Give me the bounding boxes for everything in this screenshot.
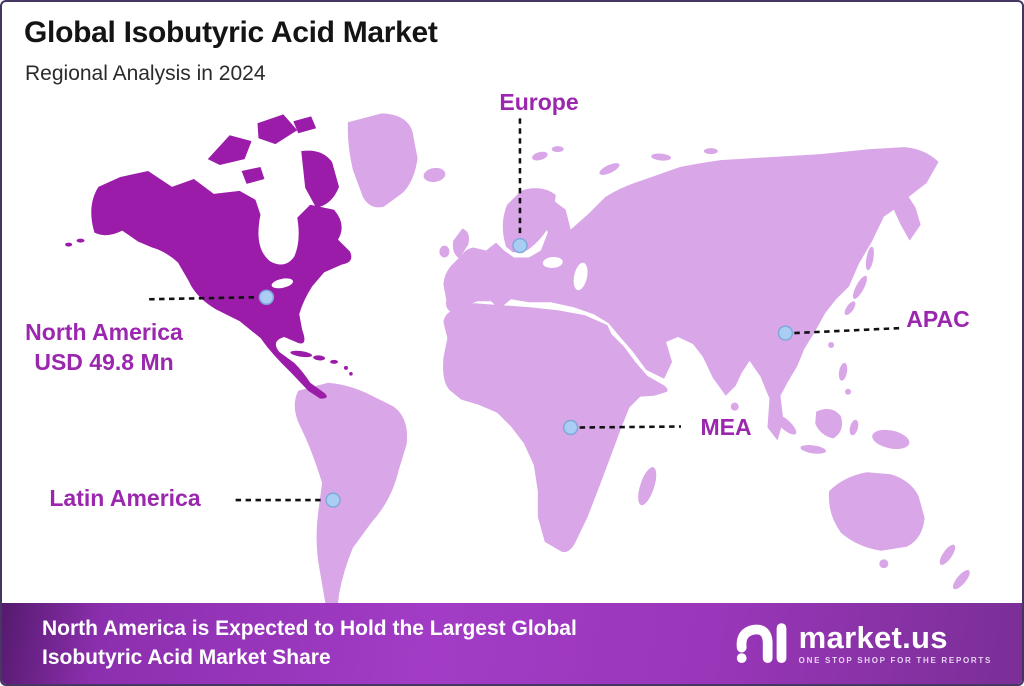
water-cutouts xyxy=(271,256,588,291)
marker-latin-america xyxy=(325,492,341,508)
map-region-hispaniola xyxy=(313,355,326,361)
connector-north-america xyxy=(149,295,255,301)
black-sea xyxy=(542,256,563,268)
map-region-north-america xyxy=(91,171,352,399)
map-region-japan xyxy=(852,275,867,299)
caspian-sea xyxy=(573,262,588,291)
region-highlight-group xyxy=(65,114,353,399)
map-region-scandinavia xyxy=(502,188,556,253)
map-region-baffin xyxy=(301,150,340,208)
map-region-tasmania xyxy=(879,559,889,569)
map-region-eurasia xyxy=(443,147,939,441)
map-region-iceland xyxy=(423,167,446,183)
region-light-group xyxy=(294,113,970,615)
bottom-banner: North America is Expected to Hold the La… xyxy=(2,603,1022,684)
map-region-africa xyxy=(443,303,668,553)
page-title: Global Isobutyric Acid Market xyxy=(24,16,438,49)
map-region-sumatra xyxy=(774,414,797,435)
map-region-new-zealand xyxy=(939,544,956,565)
map-region-cuba xyxy=(290,350,313,358)
region-label-latin-america: Latin America xyxy=(49,485,201,511)
page-subtitle: Regional Analysis in 2024 xyxy=(25,62,266,85)
marker-north-america xyxy=(258,289,275,305)
map-region-java xyxy=(800,445,827,454)
great-lakes xyxy=(271,278,294,289)
map-region-ireland xyxy=(439,245,450,258)
map-region-sakhalin xyxy=(865,246,874,271)
connector-lines xyxy=(149,118,901,502)
map-region-new-guinea xyxy=(872,429,910,450)
region-markers xyxy=(258,237,794,508)
region-label-mea: MEA xyxy=(700,414,752,440)
north-america-name: North America xyxy=(25,319,183,345)
map-region-australia xyxy=(828,472,925,551)
map-region-south-america xyxy=(294,382,408,615)
map-region-madagascar xyxy=(638,467,657,506)
marketus-logo-icon xyxy=(736,623,787,663)
header: Global Isobutyric Acid Market Regional A… xyxy=(24,16,438,86)
map-region-uk xyxy=(452,228,470,259)
map-region-sri-lanka xyxy=(730,402,739,411)
marker-europe xyxy=(512,237,528,254)
map-region-taiwan xyxy=(828,342,835,348)
marker-mea xyxy=(562,419,579,436)
region-label-apac: APAC xyxy=(906,306,970,332)
logo-tagline: ONE STOP SHOP FOR THE REPORTS xyxy=(798,656,992,665)
marker-apac xyxy=(777,325,794,341)
logo-name: market.us xyxy=(798,620,948,655)
connector-mea xyxy=(579,425,682,429)
region-label-europe: Europe xyxy=(499,89,579,115)
banner-caption: North America is Expected to Hold the La… xyxy=(42,615,577,672)
banner-caption-line2: Isobutyric Acid Market Share xyxy=(42,645,331,669)
banner-caption-line1: North America is Expected to Hold the La… xyxy=(42,617,577,641)
map-region-greenland xyxy=(347,113,418,208)
north-america-value: USD 49.8 Mn xyxy=(34,348,174,375)
map-region-borneo xyxy=(815,409,843,439)
map-region-philippines xyxy=(838,362,848,381)
marketus-logo: market.us ONE STOP SHOP FOR THE REPORTS xyxy=(736,621,992,666)
connector-apac xyxy=(794,326,901,335)
logo-text-block: market.us ONE STOP SHOP FOR THE REPORTS xyxy=(799,622,992,665)
map-region-sulawesi xyxy=(849,419,859,436)
region-label-north-america: North America USD 49.8 Mn xyxy=(25,318,183,378)
